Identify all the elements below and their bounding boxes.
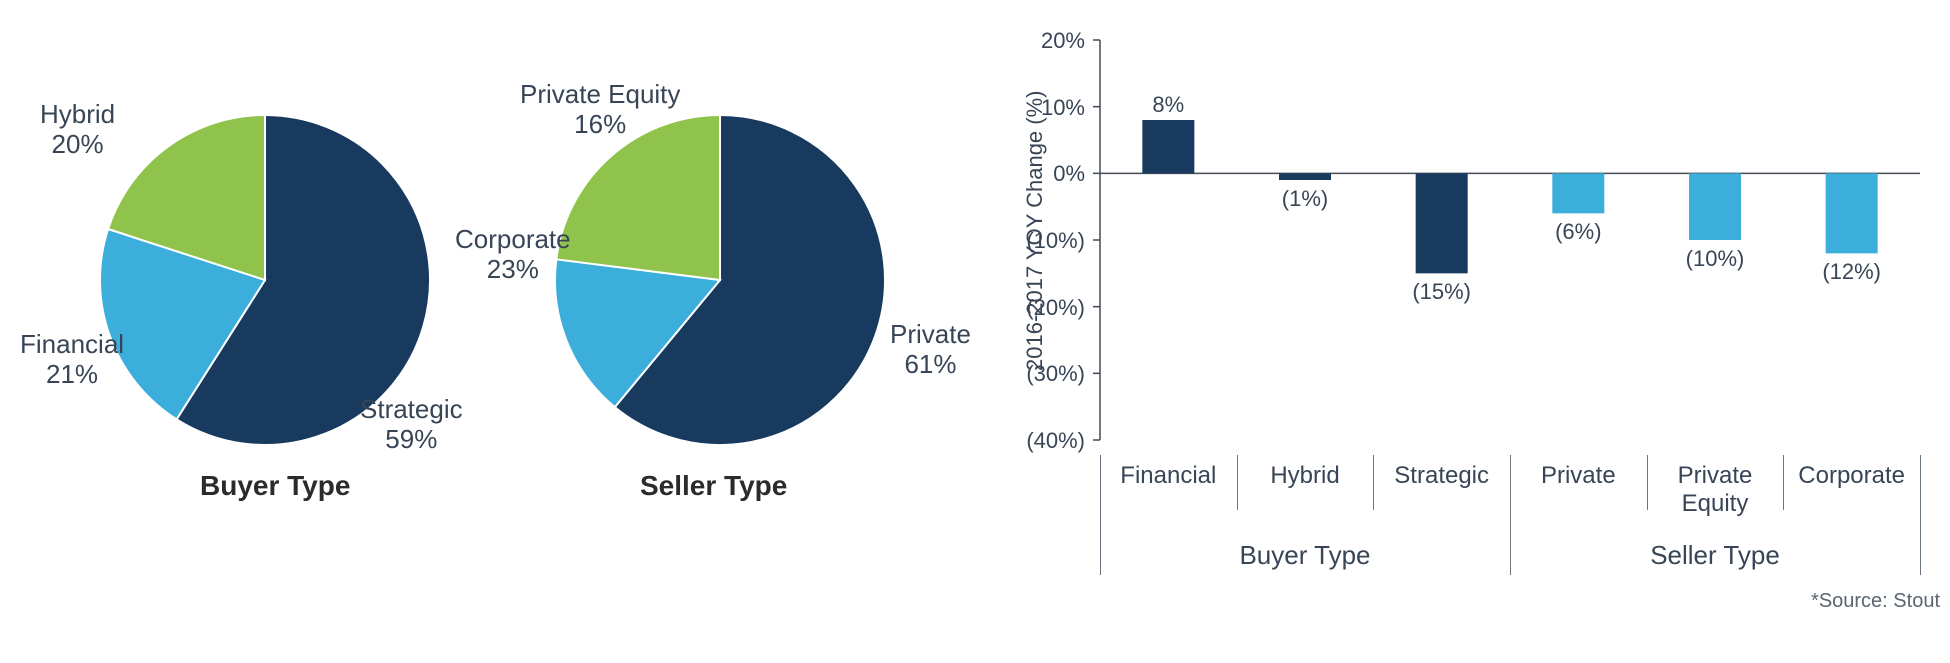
bar-value-label: (1%) <box>1260 186 1350 212</box>
y-axis-title: 2016-2017 YOY Change (%) <box>1022 111 1048 371</box>
bar-category-label: Corporate <box>1792 462 1912 490</box>
bar-corporate <box>1826 173 1878 253</box>
group-separator <box>1920 455 1921 575</box>
figure-root: Strategic59%Financial21%Hybrid20%Buyer T… <box>0 0 1950 663</box>
y-tick-label: 20% <box>1020 28 1085 54</box>
bar-strategic <box>1416 173 1468 273</box>
bar-category-label: PrivateEquity <box>1655 462 1775 518</box>
group-separator <box>1510 455 1511 575</box>
bar-category-label: Financial <box>1108 462 1228 490</box>
bar-financial <box>1142 120 1194 173</box>
category-separator <box>1647 455 1648 510</box>
category-separator <box>1783 455 1784 510</box>
bar-category-label: Hybrid <box>1245 462 1365 490</box>
bar-group-label: Buyer Type <box>1205 540 1405 571</box>
bar-value-label: 8% <box>1123 92 1213 118</box>
y-tick-label: (40%) <box>1020 428 1085 454</box>
category-separator <box>1373 455 1374 510</box>
bar-group-label: Seller Type <box>1615 540 1815 571</box>
bar-value-label: (6%) <box>1533 219 1623 245</box>
bar-hybrid <box>1279 173 1331 180</box>
bar-private <box>1552 173 1604 213</box>
group-separator <box>1100 455 1101 575</box>
bar-value-label: (15%) <box>1397 279 1487 305</box>
bar-category-label: Private <box>1518 462 1638 490</box>
bar-category-label: Strategic <box>1382 462 1502 490</box>
category-separator <box>1237 455 1238 510</box>
bar-private-equity <box>1689 173 1741 240</box>
bar-value-label: (12%) <box>1807 259 1897 285</box>
bar-value-label: (10%) <box>1670 246 1760 272</box>
source-note: *Source: Stout <box>1770 590 1940 613</box>
